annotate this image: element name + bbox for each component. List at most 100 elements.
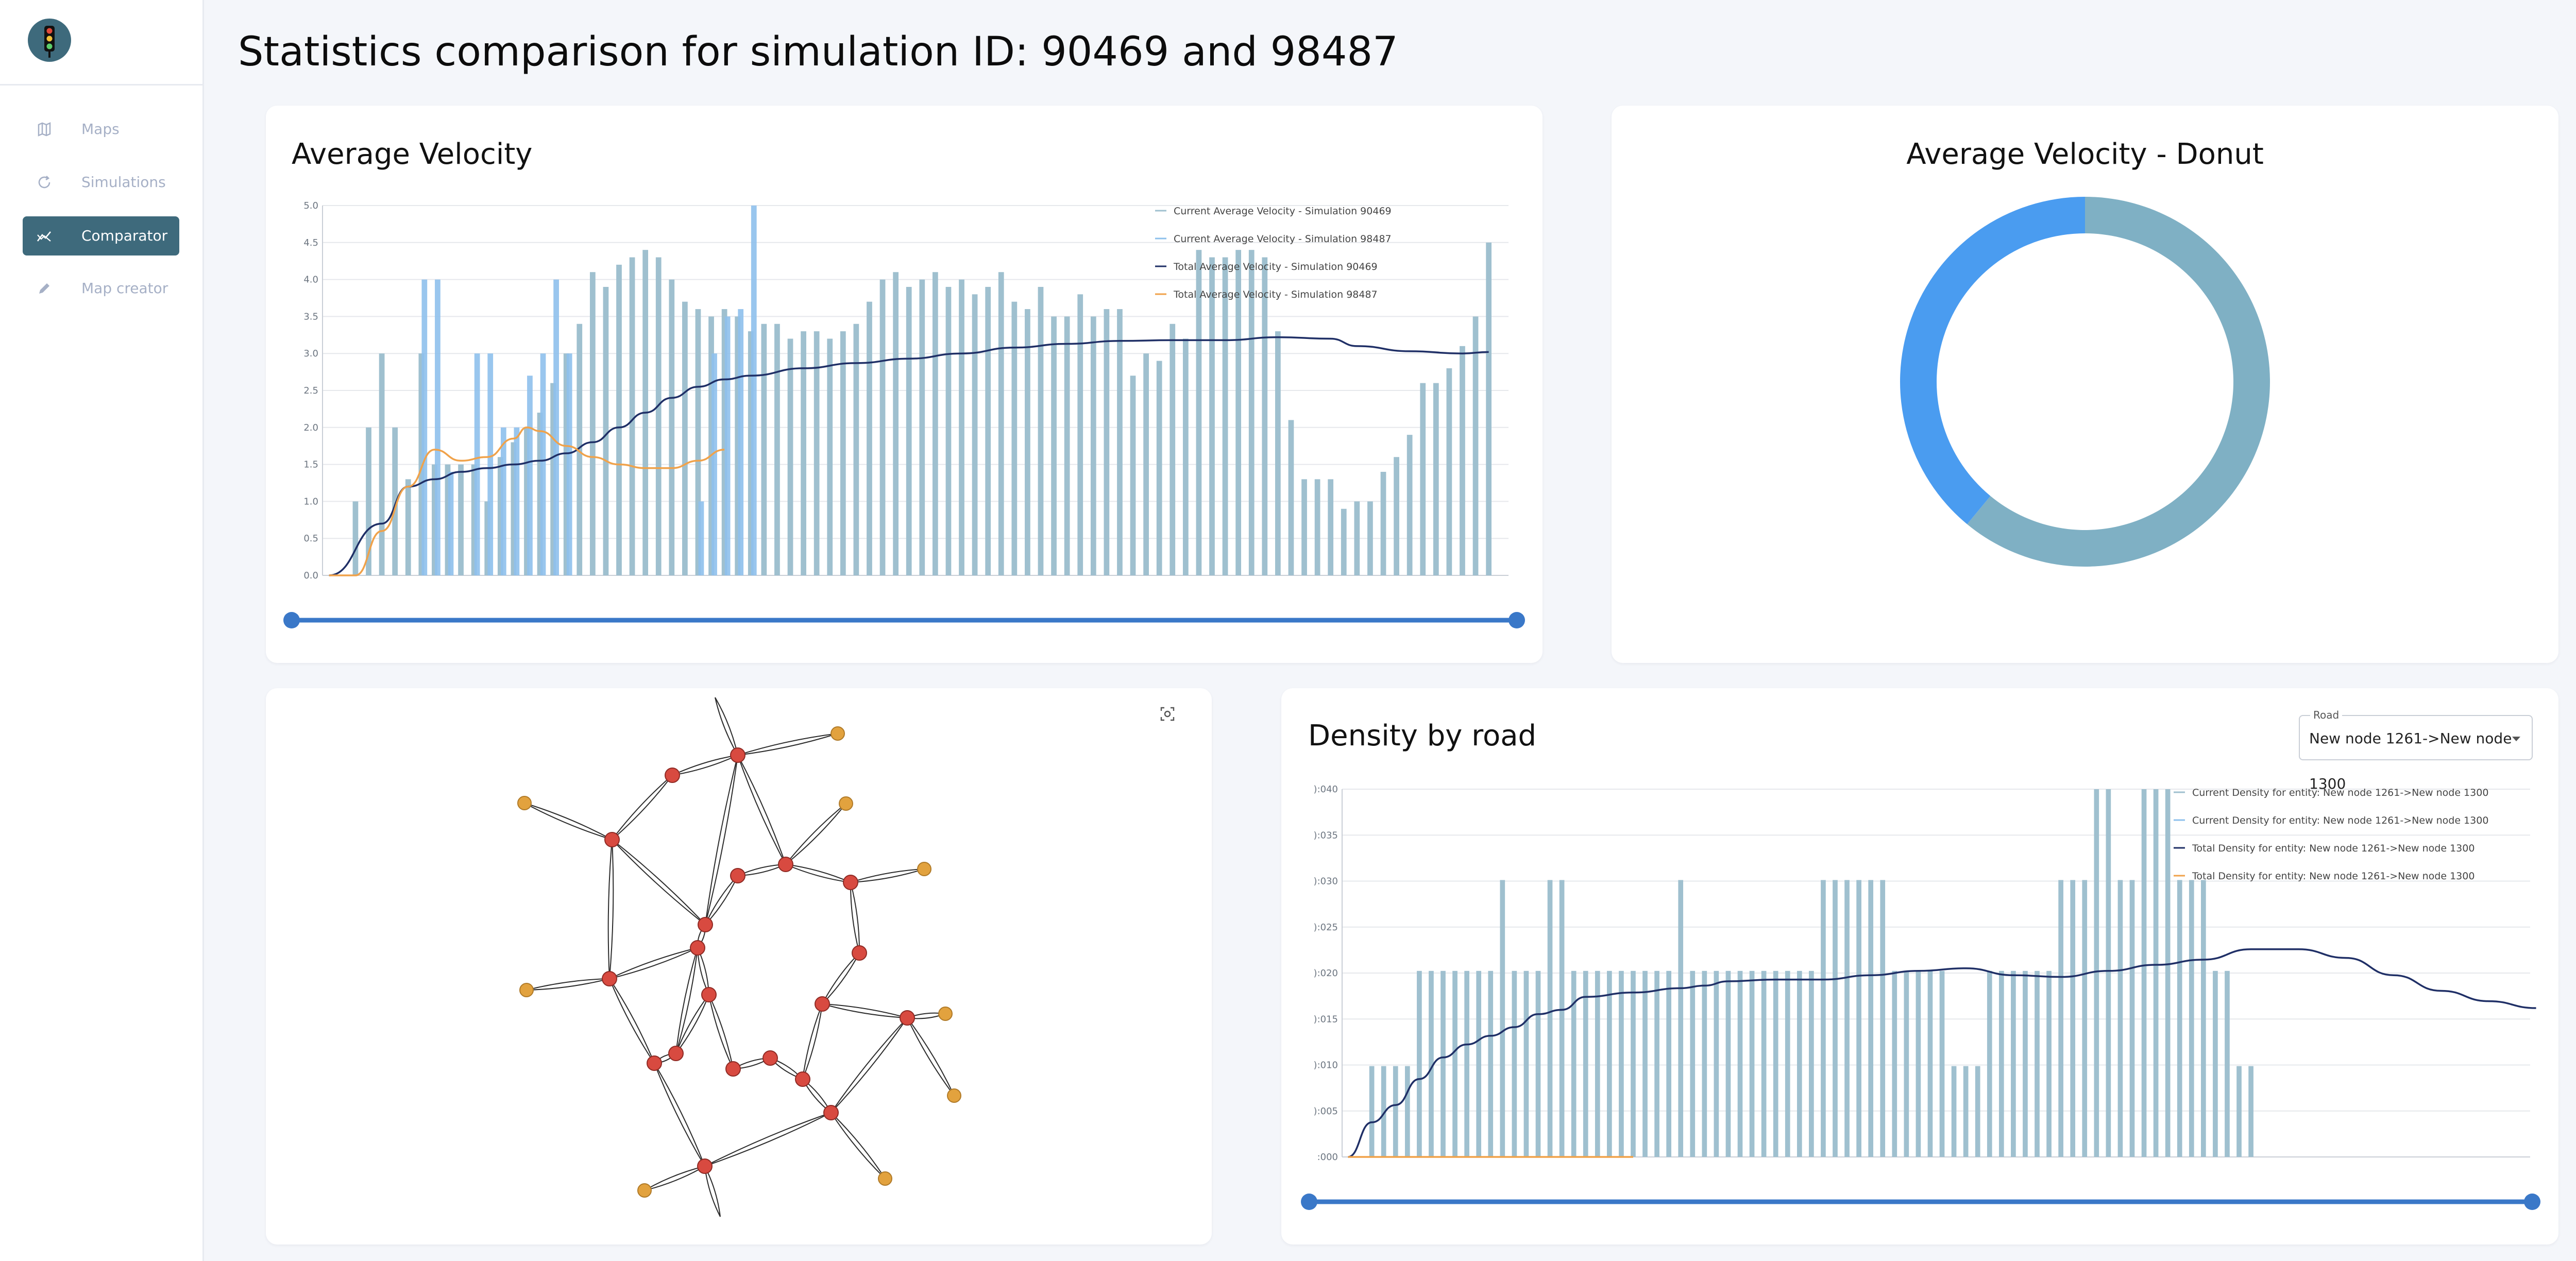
page-title: Statistics comparison for simulation ID:… [238,29,1398,75]
chart-bar [1011,301,1018,575]
y-tick-label: 1.5 [303,459,318,470]
chart-bar [500,427,506,575]
map-icon [38,122,51,137]
legend-entry: Current Density for entity: New node 126… [2192,815,2488,826]
chart-bar [540,353,546,575]
road-edge [907,1017,955,1096]
chart-bar [1025,309,1030,575]
y-tick-label: 5.0 [303,200,318,211]
road-node-junction[interactable] [647,1055,662,1071]
road-select[interactable]: Road New node 1261->New node 1300 [2299,709,2533,792]
road-edge [737,755,786,865]
chart-bar [1394,457,1399,575]
y-tick-label: 3.0 [303,348,318,359]
road-node-endpoint[interactable] [938,1007,953,1021]
road-edge [524,803,613,840]
chart-bar [1737,970,1743,1157]
road-node-junction[interactable] [843,875,858,890]
chart-bar [669,279,675,575]
chart-bar [2082,880,2088,1157]
chart-bar [906,286,912,575]
road-edge [607,839,613,979]
chart-bar [537,413,543,575]
y-tick-label: ):015 [1314,1014,1338,1025]
road-node-junction[interactable] [900,1010,915,1026]
focus-frame-icon[interactable] [1159,706,1176,722]
road-node-junction[interactable] [690,940,705,956]
sidebar-item-maps[interactable]: Maps [23,110,179,149]
road-node-endpoint[interactable] [517,796,532,810]
chart-bar [1523,970,1529,1157]
chart-bar [2165,789,2171,1157]
road-node-junction[interactable] [697,1158,713,1174]
road-node-junction[interactable] [665,768,680,783]
chart-bar [1156,361,1162,575]
road-node-endpoint[interactable] [878,1171,892,1186]
road-node-junction[interactable] [604,832,620,847]
road-node-junction[interactable] [668,1046,684,1061]
road-node-endpoint[interactable] [839,796,853,811]
sidebar-item-comparator[interactable]: Comparator [23,216,179,255]
y-tick-label: ):025 [1314,922,1338,933]
chart-bar [1393,1066,1398,1157]
sidebar-item-map-creator[interactable]: Map creator [23,269,179,308]
chart-bar [655,257,662,575]
y-tick-label: ):010 [1314,1060,1338,1071]
road-edge [675,947,698,1054]
road-select-value: New node 1261->New node 1300 [2309,730,2512,792]
road-node-endpoint[interactable] [637,1183,652,1198]
chart-bar [1702,970,1707,1157]
road-node-junction[interactable] [730,747,745,763]
chart-bar [589,272,596,575]
chart-bar [2023,970,2028,1157]
traffic-light-logo-icon[interactable] [28,19,71,62]
velocity-card-title: Average Velocity [292,138,533,171]
road-edge [785,864,851,883]
chart-bar [1833,880,1838,1157]
y-tick-label: ):035 [1314,830,1338,841]
chart-bar [1429,970,1434,1157]
range-slider-start-handle[interactable] [1301,1194,1317,1210]
chart-bar [1927,970,1933,1157]
chart-bar [1714,970,1719,1157]
road-node-junction[interactable] [795,1071,810,1087]
road-node-junction[interactable] [852,945,867,961]
road-node-junction[interactable] [762,1050,778,1066]
chart-bar [1856,880,1861,1157]
sidebar-item-simulations[interactable]: Simulations [23,163,179,202]
road-edge [831,1017,908,1113]
road-node-junction[interactable] [725,1061,741,1077]
road-node-endpoint[interactable] [831,726,845,741]
road-edge [831,1112,886,1179]
road-node-junction[interactable] [823,1105,839,1120]
chart-bar [1381,1066,1386,1157]
chart-bar [774,323,780,575]
chart-bar [1607,970,1612,1157]
chart-bar [998,272,1004,575]
range-slider-end-handle[interactable] [1509,612,1525,628]
chart-bar [1642,970,1648,1157]
road-node-junction[interactable] [815,996,830,1012]
chart-bar [1104,309,1110,575]
road-node-junction[interactable] [730,868,745,883]
chart-bar [1143,353,1149,575]
range-slider-end-handle[interactable] [2524,1194,2540,1210]
road-node-endpoint[interactable] [917,862,931,876]
chart-bar [487,353,494,575]
chart-bar [458,464,464,575]
road-node-junction[interactable] [602,971,617,986]
road-edge [831,1017,908,1113]
road-node-endpoint[interactable] [947,1088,961,1103]
road-node-junction[interactable] [698,917,713,932]
y-tick-label: ):005 [1314,1106,1338,1117]
chart-bar [2177,880,2182,1157]
road-select-label: Road [2310,709,2343,721]
range-slider-start-handle[interactable] [283,612,300,628]
road-node-junction[interactable] [778,857,793,872]
road-node-junction[interactable] [701,987,717,1002]
road-edge [850,868,925,883]
road-node-endpoint[interactable] [519,983,534,997]
road-edge [672,755,738,776]
chart-bar [1844,880,1850,1157]
